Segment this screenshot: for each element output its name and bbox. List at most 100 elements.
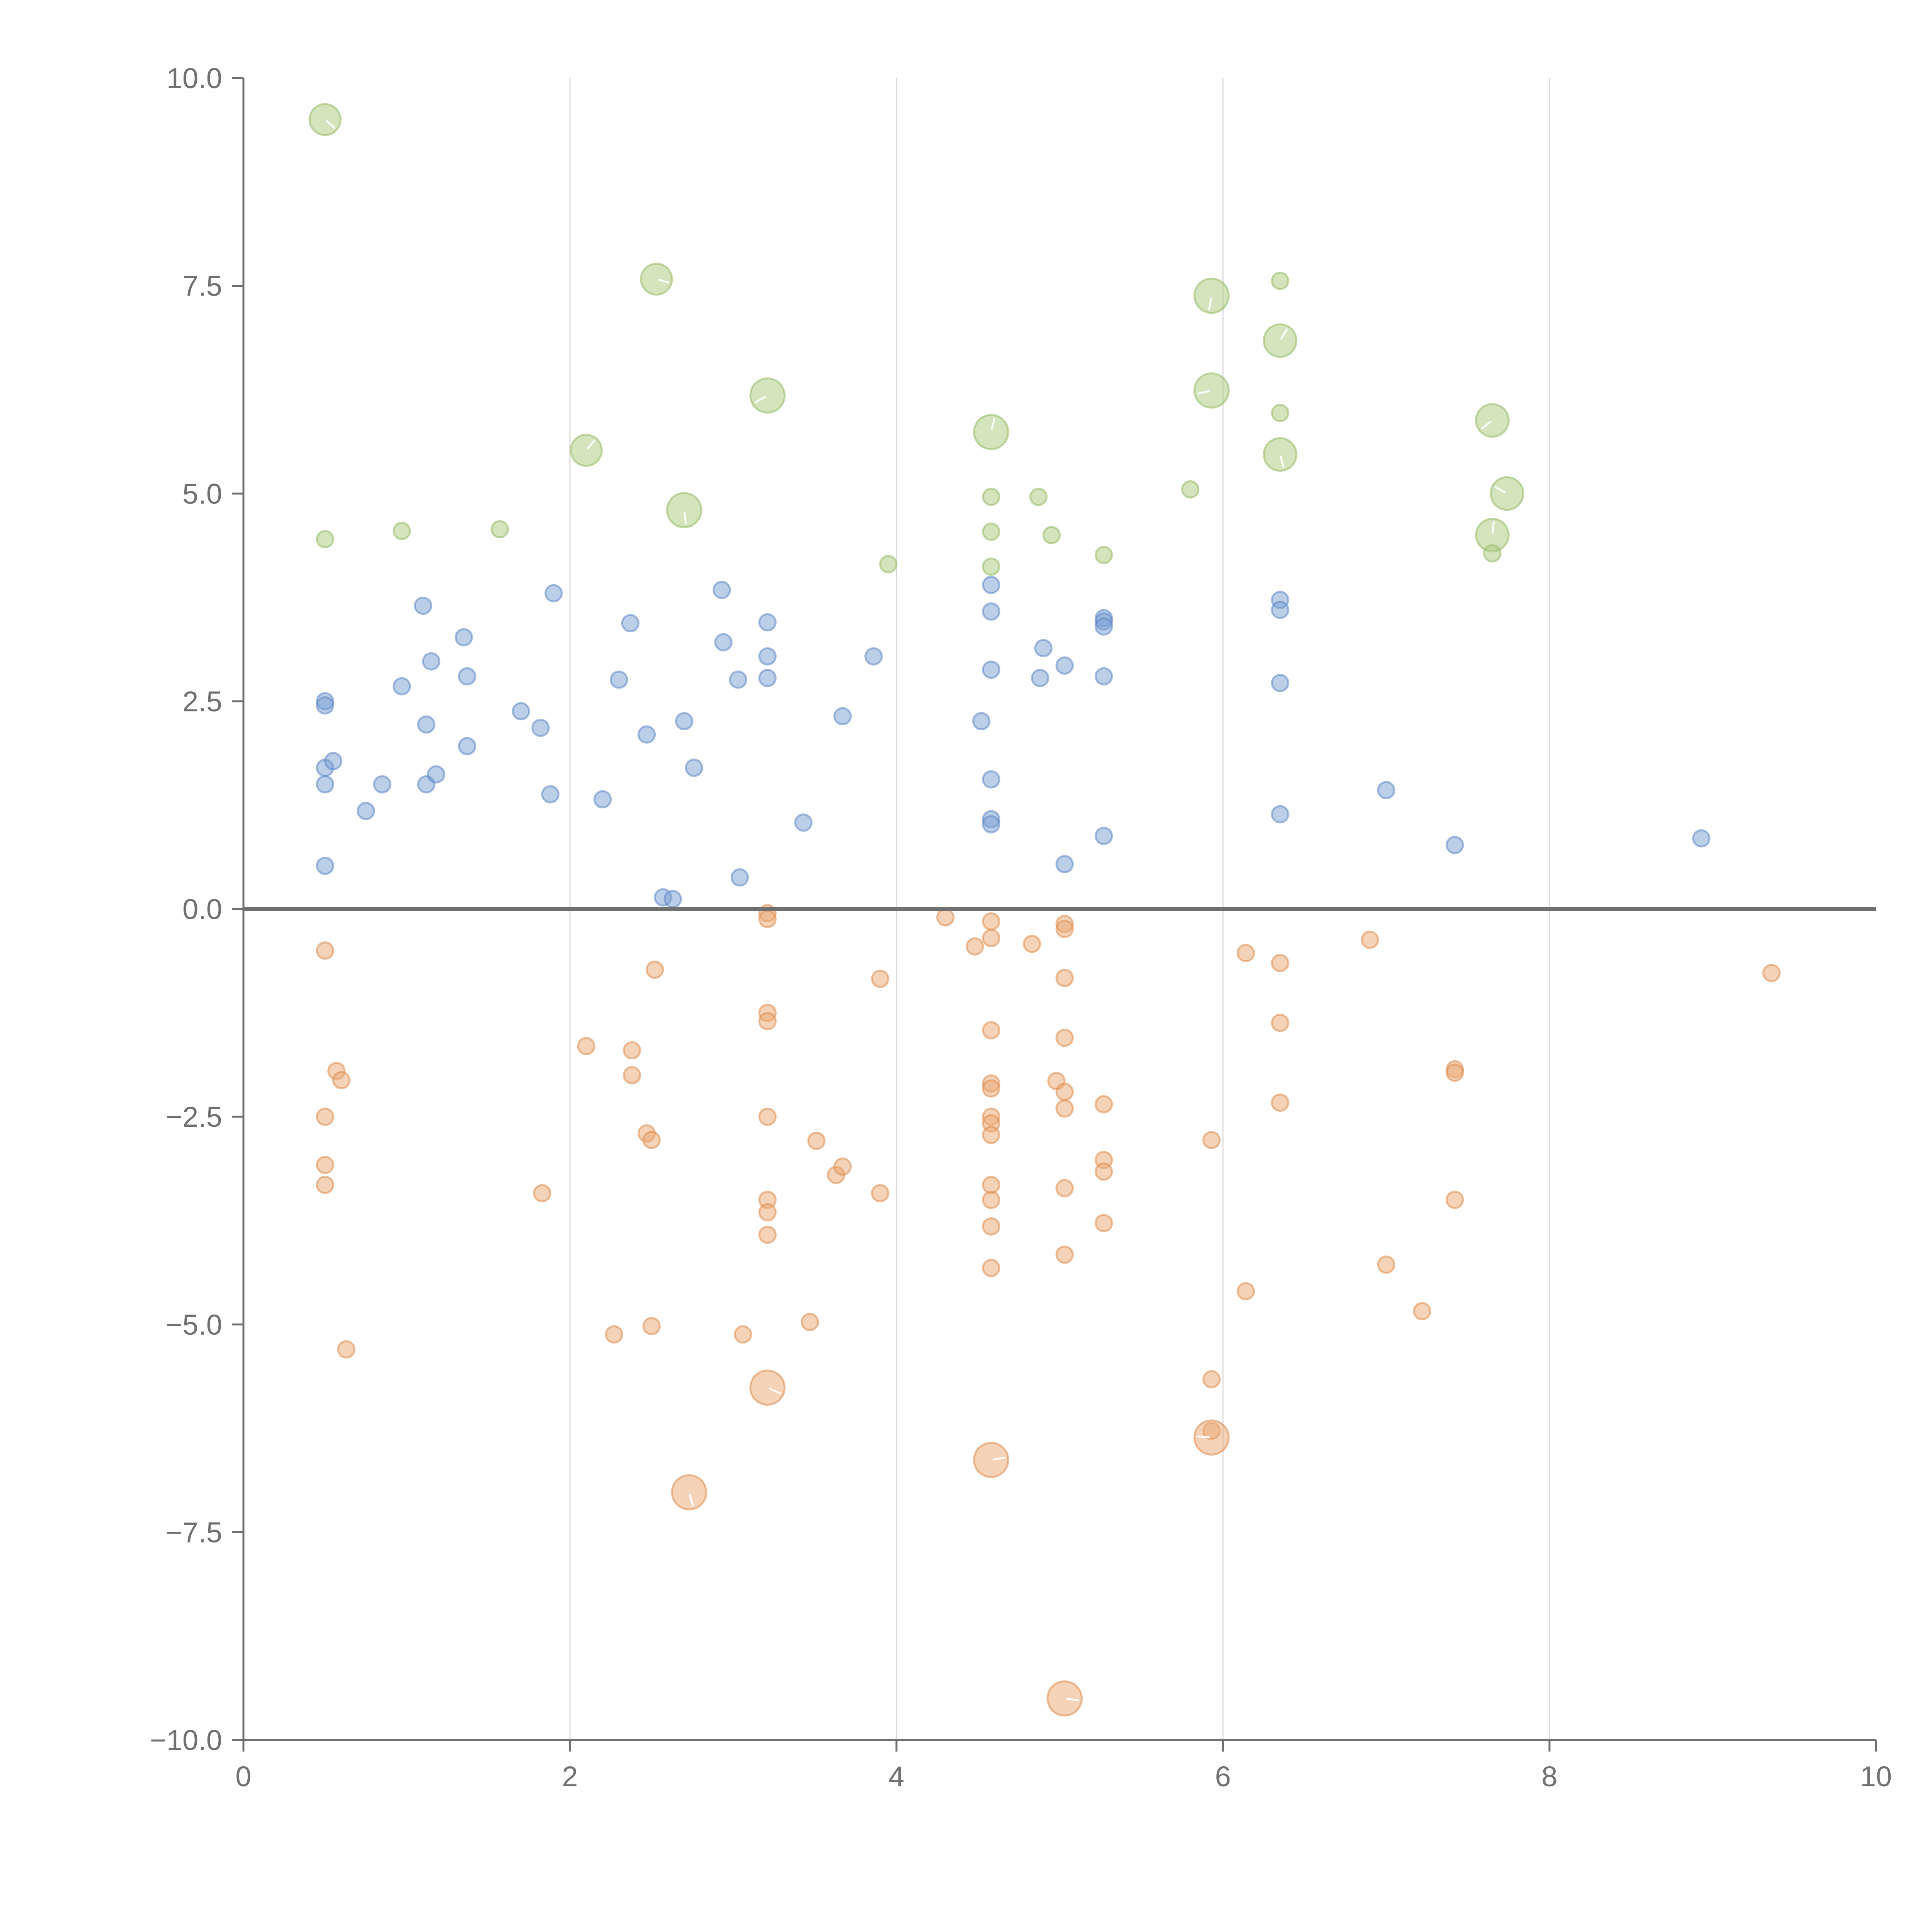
bubble-negative-64[interactable] [1202,1370,1221,1389]
bubble-negative-27[interactable] [801,1313,819,1331]
bubble-negative-53[interactable] [1055,1029,1074,1047]
bubble-negative-76[interactable] [1446,1063,1464,1082]
bubble-negative-30[interactable] [833,1157,852,1176]
bubble-positive-low-30[interactable] [714,633,733,651]
bubble-negative-31[interactable] [871,969,889,988]
bubble-positive-low-54[interactable] [1094,827,1113,845]
bubble-positive-low-48[interactable] [1055,656,1074,675]
bubble-positive-high-3[interactable] [490,520,509,539]
bubble-negative-24[interactable] [758,1203,777,1222]
bubble-positive-high-15[interactable] [1094,546,1113,565]
bubble-positive-low-58[interactable] [1271,805,1289,823]
bubble-positive-low-14[interactable] [454,628,473,646]
bubble-negative-63[interactable] [1202,1131,1221,1149]
bubble-negative-21[interactable] [758,1012,777,1031]
bubble-positive-low-60[interactable] [1446,836,1464,854]
bubble-negative-22[interactable] [758,1107,777,1126]
bubble-negative-15[interactable] [642,1317,661,1335]
bubble-positive-high-12[interactable] [982,557,1000,576]
bubble-positive-low-57[interactable] [1271,673,1289,692]
bubble-negative-26[interactable] [749,1369,786,1406]
bubble-positive-low-21[interactable] [593,790,612,809]
bubble-negative-48[interactable] [1023,935,1041,953]
bubble-positive-low-10[interactable] [417,715,435,734]
bubble-positive-low-53[interactable] [1094,667,1113,685]
bubble-positive-high-8[interactable] [879,555,898,573]
bubble-positive-low-34[interactable] [758,647,777,666]
bubble-negative-14[interactable] [646,960,664,979]
bubble-negative-5[interactable] [316,1175,334,1194]
bubble-positive-low-6[interactable] [357,802,375,820]
bubble-positive-low-52[interactable] [1094,617,1113,636]
bubble-positive-low-61[interactable] [1692,829,1711,848]
bubble-positive-low-3[interactable] [324,752,342,770]
bubble-negative-51[interactable] [1055,920,1074,938]
bubble-positive-low-27[interactable] [675,712,694,731]
bubble-negative-56[interactable] [1055,1179,1074,1197]
bubble-positive-low-45[interactable] [982,815,1000,833]
bubble-negative-66[interactable] [1193,1419,1230,1456]
bubble-positive-low-35[interactable] [758,669,777,687]
bubble-negative-17[interactable] [734,1325,752,1344]
bubble-positive-low-43[interactable] [982,770,1000,789]
bubble-negative-42[interactable] [982,1126,1000,1145]
bubble-positive-high-0[interactable] [308,103,342,136]
bubble-negative-43[interactable] [982,1175,1000,1194]
bubble-positive-high-6[interactable] [666,492,702,529]
bubble-negative-35[interactable] [982,912,1000,931]
bubble-negative-57[interactable] [1055,1245,1074,1264]
bubble-negative-19[interactable] [758,910,777,928]
bubble-positive-low-13[interactable] [427,765,446,784]
bubble-positive-low-49[interactable] [1055,855,1074,873]
bubble-negative-9[interactable] [605,1325,623,1344]
bubble-positive-low-1[interactable] [316,696,334,715]
bubble-positive-low-59[interactable] [1377,781,1396,799]
bubble-positive-low-31[interactable] [730,868,749,887]
bubble-negative-78[interactable] [1762,964,1781,982]
bubble-negative-44[interactable] [982,1190,1000,1209]
bubble-negative-71[interactable] [1271,1093,1289,1112]
bubble-negative-2[interactable] [332,1071,351,1090]
bubble-negative-68[interactable] [1236,1282,1255,1301]
bubble-positive-high-10[interactable] [982,488,1000,506]
bubble-negative-32[interactable] [871,1184,889,1202]
bubble-negative-13[interactable] [642,1131,661,1149]
bubble-positive-low-26[interactable] [663,890,682,908]
bubble-positive-low-42[interactable] [982,660,1000,679]
bubble-positive-low-9[interactable] [414,596,432,615]
bubble-positive-high-21[interactable] [1271,404,1289,422]
bubble-negative-52[interactable] [1055,969,1074,987]
bubble-negative-34[interactable] [966,937,984,956]
bubble-negative-54[interactable] [1055,1082,1074,1101]
bubble-negative-58[interactable] [1046,1680,1083,1717]
bubble-positive-high-1[interactable] [316,530,334,549]
bubble-positive-low-16[interactable] [458,737,476,755]
bubble-positive-high-14[interactable] [1042,526,1061,544]
bubble-positive-low-39[interactable] [972,712,991,731]
bubble-positive-low-17[interactable] [512,702,530,721]
bubble-positive-high-9[interactable] [973,414,1009,450]
bubble-positive-high-17[interactable] [1193,277,1230,314]
bubble-positive-low-40[interactable] [982,576,1000,594]
bubble-positive-low-11[interactable] [422,652,440,671]
bubble-positive-low-37[interactable] [833,707,852,726]
bubble-negative-28[interactable] [807,1131,826,1150]
bubble-negative-77[interactable] [1446,1190,1464,1209]
bubble-positive-low-7[interactable] [373,775,391,794]
bubble-negative-8[interactable] [577,1037,595,1055]
bubble-positive-high-7[interactable] [749,377,786,414]
bubble-negative-6[interactable] [337,1340,355,1359]
bubble-negative-69[interactable] [1271,954,1289,972]
bubble-positive-low-41[interactable] [982,602,1000,621]
bubble-negative-11[interactable] [622,1066,641,1085]
bubble-negative-3[interactable] [316,1107,334,1126]
bubble-positive-high-18[interactable] [1193,372,1230,409]
bubble-positive-low-4[interactable] [316,775,334,794]
bubble-positive-low-32[interactable] [729,670,747,689]
bubble-negative-59[interactable] [1094,1095,1113,1114]
bubble-positive-low-33[interactable] [758,613,777,632]
bubble-negative-61[interactable] [1094,1162,1113,1181]
bubble-positive-high-22[interactable] [1263,437,1298,472]
bubble-positive-high-23[interactable] [1475,403,1510,438]
bubble-positive-low-38[interactable] [864,647,883,666]
